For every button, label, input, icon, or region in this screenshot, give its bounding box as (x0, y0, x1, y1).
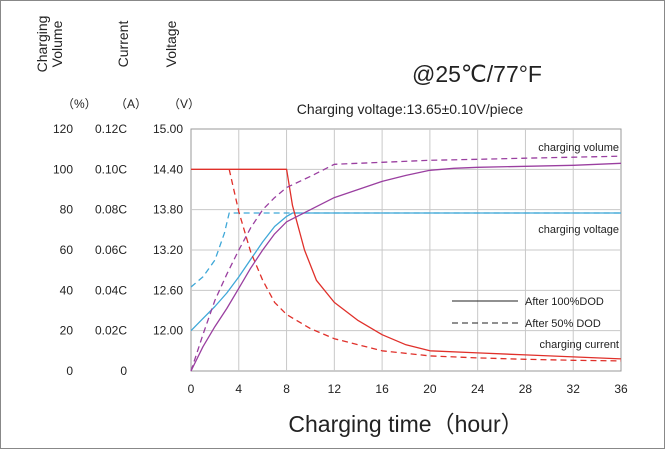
chart-subtitle: Charging voltage:13.65±0.10V/piece (297, 101, 524, 117)
volume-axis-unit: （%） (62, 97, 97, 111)
x-axis-tick-label: 24 (471, 382, 485, 396)
x-axis-tick-label: 0 (188, 382, 195, 396)
x-axis-tick-label: 20 (423, 382, 437, 396)
volume-axis-tick-label: 0 (66, 364, 73, 378)
y-axes: 0 20 40 60 80 100 120 （%） Charging Volume 0 0.02C 0.… (34, 16, 200, 378)
series-current-50dod (228, 169, 622, 362)
volume-axis-tick-label: 120 (53, 122, 73, 136)
current-axis-tick-label: 0 (120, 364, 127, 378)
voltage-axis-tick-label: 12.60 (153, 283, 183, 297)
current-axis-tick-label: 0.12C (95, 122, 127, 136)
current-axis-unit: （A） (115, 97, 147, 111)
curve-annotations: charging volume charging voltage charging … (538, 142, 619, 351)
volume-axis-title: Charging (34, 16, 50, 73)
voltage-axis-tick-label: 14.40 (153, 162, 183, 176)
x-axis-tick-label: 4 (235, 382, 242, 396)
x-axis-tick-label: 36 (614, 382, 628, 396)
x-axis-tick-label: 32 (567, 382, 581, 396)
x-axis-title: Charging time（hour） (288, 411, 523, 437)
current-axis-tick-label: 0.10C (95, 162, 127, 176)
x-axis-tick-label: 12 (328, 382, 342, 396)
voltage-axis-unit: （V） (168, 97, 200, 111)
voltage-axis-tick-label: 13.80 (153, 203, 183, 217)
x-axis-tick-label: 28 (519, 382, 533, 396)
series-volume-100dod (190, 162, 622, 372)
current-axis-tick-label: 0.04C (95, 283, 127, 297)
current-axis-tick-label: 0.02C (95, 324, 127, 338)
volume-axis-tick-label: 80 (60, 203, 74, 217)
annotation-label: charging current (540, 339, 620, 351)
x-axis-ticks: 0 4 8 12 16 20 24 28 32 36 (188, 382, 628, 396)
volume-axis-tick-label: 60 (60, 243, 74, 257)
x-axis-tick-label: 8 (283, 382, 290, 396)
chart-title: @25℃/77°F (412, 61, 542, 87)
volume-axis-tick-label: 20 (60, 324, 74, 338)
current-axis-tick-label: 0.06C (95, 243, 127, 257)
voltage-axis-tick-label: 13.20 (153, 243, 183, 257)
series-lines (190, 155, 622, 372)
voltage-axis-tick-label: 15.00 (153, 122, 183, 136)
volume-axis-tick-label: 40 (60, 283, 74, 297)
axis-labels: @25℃/77°F Charging voltage:13.65±0.10V/p… (288, 61, 542, 437)
current-axis-title: Current (115, 21, 131, 68)
legend-label: After 50% DOD (525, 318, 601, 330)
annotation-label: charging voltage (538, 224, 619, 236)
annotation-label: charging volume (538, 142, 619, 154)
voltage-axis-tick-label: 12.00 (153, 324, 183, 338)
volume-axis-title: Volume (49, 20, 65, 67)
volume-axis-tick-label: 100 (53, 162, 73, 176)
series-volume-50dod (190, 155, 622, 372)
series-current-100dod (191, 168, 622, 360)
voltage-axis-title: Voltage (163, 20, 179, 67)
legend: After 100%DOD After 50% DOD (452, 296, 604, 330)
x-axis-tick-label: 16 (375, 382, 389, 396)
legend-label: After 100%DOD (525, 296, 604, 308)
current-axis-tick-label: 0.08C (95, 203, 127, 217)
